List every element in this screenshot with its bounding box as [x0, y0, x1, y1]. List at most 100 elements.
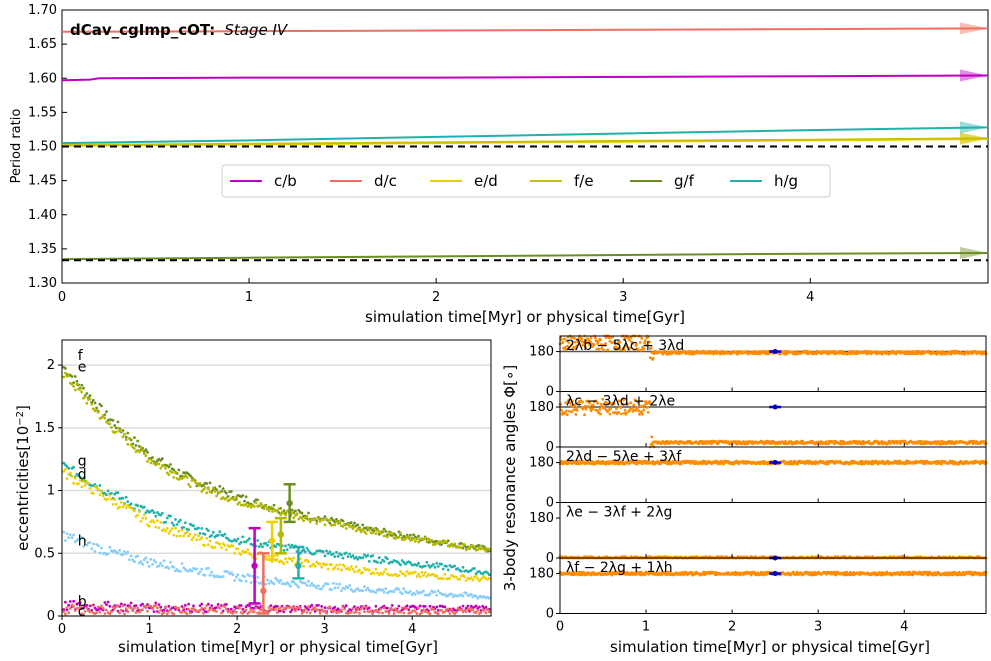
data-point — [423, 605, 427, 608]
data-point — [203, 544, 207, 547]
data-point — [746, 349, 749, 353]
data-point — [137, 510, 141, 513]
data-point — [126, 431, 130, 435]
data-point — [356, 608, 360, 611]
data-point — [202, 488, 205, 491]
data-point — [757, 350, 761, 353]
data-point — [412, 533, 416, 537]
data-point — [111, 503, 115, 506]
data-point — [225, 607, 228, 611]
legend-label-5: h/g — [774, 172, 798, 190]
data-point — [172, 523, 176, 527]
data-point — [211, 486, 215, 490]
data-point — [62, 469, 66, 473]
series-d — [62, 467, 491, 583]
data-point — [119, 429, 123, 433]
data-point — [152, 511, 156, 515]
data-point — [128, 436, 131, 440]
data-point — [282, 562, 286, 566]
data-point — [463, 543, 466, 546]
resonance-label: 2λd − 5λe + 3λf — [566, 449, 682, 465]
data-point — [588, 343, 591, 347]
data-point — [340, 608, 343, 612]
data-point — [574, 347, 578, 350]
data-point — [103, 612, 107, 615]
data-point — [200, 567, 204, 571]
data-point — [369, 526, 373, 530]
data-point — [182, 526, 186, 529]
data-point — [121, 604, 125, 608]
data-point — [594, 399, 598, 403]
data-point — [568, 401, 572, 405]
data-point — [630, 407, 634, 410]
data-point — [91, 399, 95, 402]
data-point — [313, 518, 317, 521]
data-point — [80, 485, 84, 489]
data-point — [397, 574, 401, 577]
data-point — [292, 516, 296, 520]
data-point — [159, 561, 163, 565]
data-point — [292, 580, 296, 584]
data-point — [65, 374, 69, 378]
data-point — [374, 567, 378, 571]
series-line-1 — [61, 27, 989, 33]
data-point — [221, 487, 225, 490]
data-point — [417, 572, 420, 576]
data-point — [165, 516, 169, 520]
data-point — [103, 601, 107, 604]
data-point — [142, 505, 146, 509]
data-point — [613, 341, 617, 344]
data-point — [65, 477, 69, 481]
data-point — [157, 603, 161, 606]
data-point — [356, 557, 360, 561]
data-point — [351, 607, 355, 610]
data-point — [136, 606, 140, 610]
data-point — [302, 564, 305, 568]
data-point — [394, 533, 397, 537]
data-point — [563, 411, 567, 415]
data-point — [560, 338, 563, 341]
data-point — [297, 517, 301, 521]
data-point — [938, 350, 942, 353]
data-point — [141, 608, 145, 612]
data-point — [78, 605, 82, 608]
data-point — [193, 533, 197, 536]
data-point — [341, 519, 345, 523]
data-point — [461, 604, 465, 608]
data-point — [203, 486, 207, 490]
data-point — [169, 463, 172, 466]
data-point — [290, 511, 294, 515]
data-point — [407, 535, 411, 539]
data-point — [64, 539, 67, 542]
data-point — [78, 475, 82, 479]
data-point — [246, 548, 250, 552]
data-point — [423, 536, 427, 540]
data-point — [64, 367, 67, 370]
data-point — [567, 398, 571, 402]
data-point — [182, 606, 186, 610]
data-point — [596, 401, 599, 405]
data-point — [335, 550, 338, 554]
data-point — [182, 608, 186, 612]
y-tick-label: 0 — [546, 607, 554, 622]
data-point — [73, 375, 77, 378]
data-point — [333, 566, 337, 570]
data-point — [78, 388, 82, 391]
data-point — [160, 564, 164, 568]
data-point — [187, 483, 191, 486]
data-point — [136, 513, 140, 517]
data-point — [318, 562, 322, 566]
data-point — [169, 514, 172, 518]
data-point — [182, 534, 186, 538]
data-point — [65, 608, 69, 612]
data-point — [152, 521, 156, 524]
data-point — [349, 565, 353, 568]
data-point — [576, 340, 580, 344]
data-point — [241, 494, 245, 497]
data-point — [139, 560, 143, 564]
data-point — [225, 496, 228, 500]
data-point — [157, 462, 161, 466]
data-point — [359, 530, 363, 534]
data-point — [136, 504, 140, 507]
